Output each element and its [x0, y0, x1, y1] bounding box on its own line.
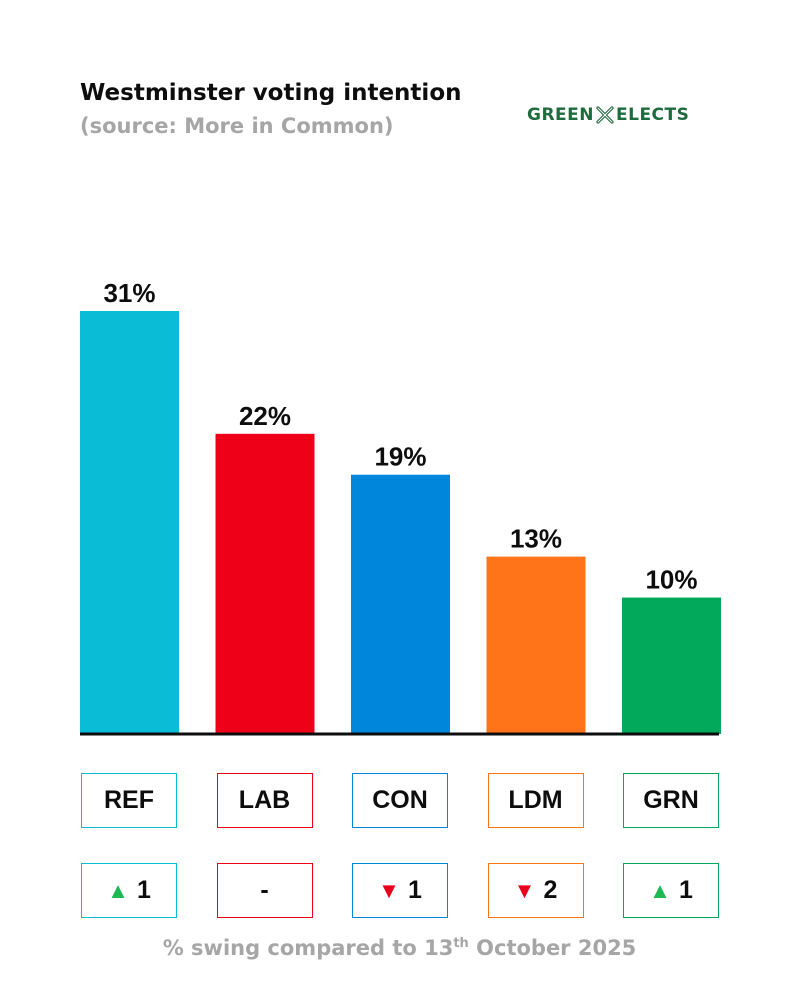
swing-box-ref: ▲ 1 — [81, 863, 177, 918]
logo-text-right: ELECTS — [616, 105, 690, 125]
party-label-ref: REF — [81, 773, 177, 828]
bar-chart: 31% 22% 19% 13% 10% — [80, 278, 721, 736]
bar-ref — [80, 311, 179, 734]
party-label-con: CON — [352, 773, 448, 828]
swing-box-lab: - — [216, 863, 313, 918]
green-elects-logo: GREEN ELECTS — [527, 105, 689, 125]
bar-ldm — [486, 556, 586, 734]
logo-text-left: GREEN — [527, 105, 594, 125]
swing-value: - — [260, 876, 269, 904]
swing-value: 1 — [136, 876, 151, 904]
party-label-grn: GRN — [623, 773, 719, 828]
swing-box-grn: ▲ 1 — [623, 863, 719, 918]
value-label-lab: 22% — [239, 401, 291, 431]
swing-footnote: % swing compared to 13th October 2025 — [162, 936, 637, 960]
party-label-ldm: LDM — [487, 773, 584, 828]
swing-value: 1 — [407, 876, 422, 904]
bar-grn — [622, 597, 721, 734]
swing-box-ldm: ▼ 2 — [487, 863, 584, 918]
swing-box-con: ▼ 1 — [352, 863, 448, 918]
value-label-ldm: 13% — [510, 524, 562, 554]
bar-lab — [215, 433, 315, 734]
swing-up-icon: ▲ — [107, 877, 129, 903]
swing-down-icon: ▼ — [378, 877, 400, 903]
swing-up-icon: ▲ — [649, 877, 671, 903]
chart-subtitle: (source: More in Common) — [80, 114, 394, 138]
cross-icon — [596, 106, 614, 124]
swing-value: 1 — [678, 876, 693, 904]
value-label-ref: 31% — [103, 278, 155, 308]
value-label-con: 19% — [374, 442, 426, 472]
chart-title: Westminster voting intention — [80, 80, 462, 106]
value-label-grn: 10% — [645, 565, 697, 595]
swing-value: 2 — [543, 876, 558, 904]
bar-con — [351, 474, 450, 734]
swing-down-icon: ▼ — [513, 877, 536, 903]
party-label-lab: LAB — [216, 773, 313, 828]
